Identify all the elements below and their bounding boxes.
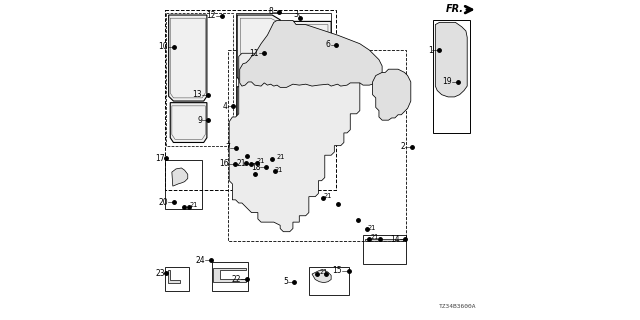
Bar xyxy=(212,262,248,291)
Polygon shape xyxy=(240,20,382,87)
Text: 21: 21 xyxy=(257,158,266,164)
Text: 14: 14 xyxy=(390,235,399,244)
Bar xyxy=(309,267,349,295)
Text: 9: 9 xyxy=(197,116,202,125)
Text: 12: 12 xyxy=(206,12,216,20)
Polygon shape xyxy=(287,21,331,92)
Polygon shape xyxy=(365,239,403,241)
Text: 16: 16 xyxy=(219,159,228,168)
Bar xyxy=(166,10,336,190)
Text: 19: 19 xyxy=(442,77,452,86)
Bar xyxy=(166,13,234,146)
Text: 15: 15 xyxy=(333,266,342,276)
Text: 1: 1 xyxy=(428,45,433,55)
Text: 23: 23 xyxy=(156,268,165,278)
Text: 3: 3 xyxy=(294,10,299,19)
Bar xyxy=(166,267,189,291)
Polygon shape xyxy=(237,15,280,84)
Text: 17: 17 xyxy=(156,154,165,163)
Text: 21: 21 xyxy=(319,269,328,275)
Text: 2: 2 xyxy=(400,142,405,151)
Bar xyxy=(228,50,406,241)
Polygon shape xyxy=(435,22,467,97)
Polygon shape xyxy=(229,53,360,232)
Bar xyxy=(433,20,470,133)
Text: 18: 18 xyxy=(251,163,260,172)
Text: 21: 21 xyxy=(276,155,284,160)
Bar xyxy=(166,160,202,209)
Text: 20: 20 xyxy=(158,197,168,206)
Text: 10: 10 xyxy=(158,42,168,52)
Text: 6: 6 xyxy=(326,40,330,49)
Text: 21: 21 xyxy=(190,202,198,208)
Text: FR.: FR. xyxy=(445,4,463,14)
Text: 5: 5 xyxy=(284,277,288,286)
Text: 7: 7 xyxy=(225,143,230,152)
Polygon shape xyxy=(237,87,280,134)
Text: 4: 4 xyxy=(223,102,228,111)
Text: 24: 24 xyxy=(196,256,205,265)
Polygon shape xyxy=(312,270,331,283)
Text: 21: 21 xyxy=(236,159,246,168)
Polygon shape xyxy=(172,168,188,186)
Text: 21: 21 xyxy=(371,234,379,240)
Text: TZ34B3600A: TZ34B3600A xyxy=(438,304,476,309)
Polygon shape xyxy=(169,15,207,101)
Text: 21: 21 xyxy=(324,193,332,199)
Polygon shape xyxy=(213,268,246,282)
Text: 13: 13 xyxy=(193,90,202,99)
Text: 8: 8 xyxy=(268,7,273,16)
Text: 11: 11 xyxy=(249,49,259,58)
Polygon shape xyxy=(168,270,180,283)
Text: 21: 21 xyxy=(275,167,283,173)
Bar xyxy=(236,13,331,134)
Polygon shape xyxy=(372,69,411,120)
Text: 22: 22 xyxy=(232,275,241,284)
Bar xyxy=(363,235,406,264)
Polygon shape xyxy=(170,103,207,142)
Text: 21: 21 xyxy=(367,225,376,230)
